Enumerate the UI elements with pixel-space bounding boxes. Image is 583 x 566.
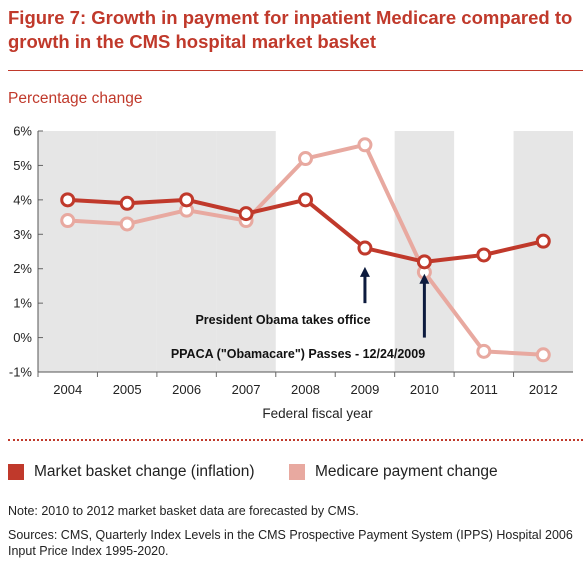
series-0-point-2011: [476, 247, 492, 263]
series-0-point-2004: [60, 192, 76, 208]
line-chart: -1% 0% 1% 2% 3% 4% 5% 6% 2004 2005 2006 2007 2008 200…: [9, 124, 573, 421]
legend-item-market-basket: Market basket change (inflation): [8, 461, 298, 483]
series-0-point-2005: [119, 195, 135, 211]
x-tick-label-2011: 2011: [470, 382, 498, 397]
chart-note: Note: 2010 to 2012 market basket data ar…: [8, 504, 359, 518]
x-tick-label-2008: 2008: [291, 382, 320, 397]
y-tick-label: 4%: [13, 192, 32, 207]
x-axis-label: Federal fiscal year: [262, 406, 373, 421]
y-tick-label: 0%: [13, 330, 32, 345]
series-0-point-2008: [298, 192, 313, 208]
series-1-point-2005: [119, 216, 135, 232]
shaded-band-2004: [38, 131, 98, 372]
y-tick-label: 6%: [13, 124, 32, 139]
series-0-point-2006: [179, 192, 195, 208]
legend-swatch-market-basket: [8, 464, 24, 480]
series-1-point-2012: [535, 347, 551, 363]
series-1-point-2011: [476, 343, 492, 359]
x-tick-label-2010: 2010: [410, 382, 439, 397]
annotation-arrow-head-0: [359, 266, 370, 277]
shaded-band-2012: [513, 131, 573, 372]
legend-item-medicare: Medicare payment change: [289, 461, 579, 483]
series-1-point-2008: [298, 151, 313, 167]
legend-label-market-basket: Market basket change (inflation): [34, 463, 255, 480]
chart-subtitle: Percentage change: [8, 90, 143, 107]
shaded-band-2006: [156, 131, 217, 372]
legend-label-medicare: Medicare payment change: [315, 463, 498, 480]
annotation-label-ppaca: PPACA ("Obamacare") Passes - 12/24/2009: [171, 347, 425, 361]
y-tick-label: 3%: [13, 227, 32, 242]
series-1-point-2009: [357, 137, 373, 153]
y-tick-label: 5%: [13, 158, 32, 173]
shaded-band-2005: [97, 131, 157, 372]
series-0-point-2012: [535, 233, 551, 249]
x-tick-label-2012: 2012: [529, 382, 558, 397]
legend-divider: [8, 439, 583, 441]
y-tick-label: 2%: [13, 261, 32, 276]
x-tick-label-2009: 2009: [350, 382, 379, 397]
series-1-point-2004: [60, 213, 76, 229]
shaded-band-2007: [216, 131, 276, 372]
legend-swatch-medicare: [289, 464, 305, 480]
figure-title: Figure 7: Growth in payment for inpatien…: [8, 7, 573, 52]
title-divider: [8, 70, 583, 71]
x-tick-label-2005: 2005: [113, 382, 142, 397]
y-tick-label: 1%: [13, 296, 32, 311]
chart-sources: Sources: CMS, Quarterly Index Levels in …: [8, 528, 573, 558]
y-tick-label: -1%: [9, 365, 33, 380]
series-0-point-2010: [416, 254, 432, 270]
annotation-arrow-head-1: [419, 273, 430, 284]
series-0-point-2009: [357, 240, 373, 256]
series-0-point-2007: [238, 206, 254, 222]
annotation-label-obama: President Obama takes office: [195, 313, 370, 327]
x-tick-label-2004: 2004: [53, 382, 82, 397]
x-tick-label-2006: 2006: [172, 382, 201, 397]
x-tick-label-2007: 2007: [232, 382, 261, 397]
